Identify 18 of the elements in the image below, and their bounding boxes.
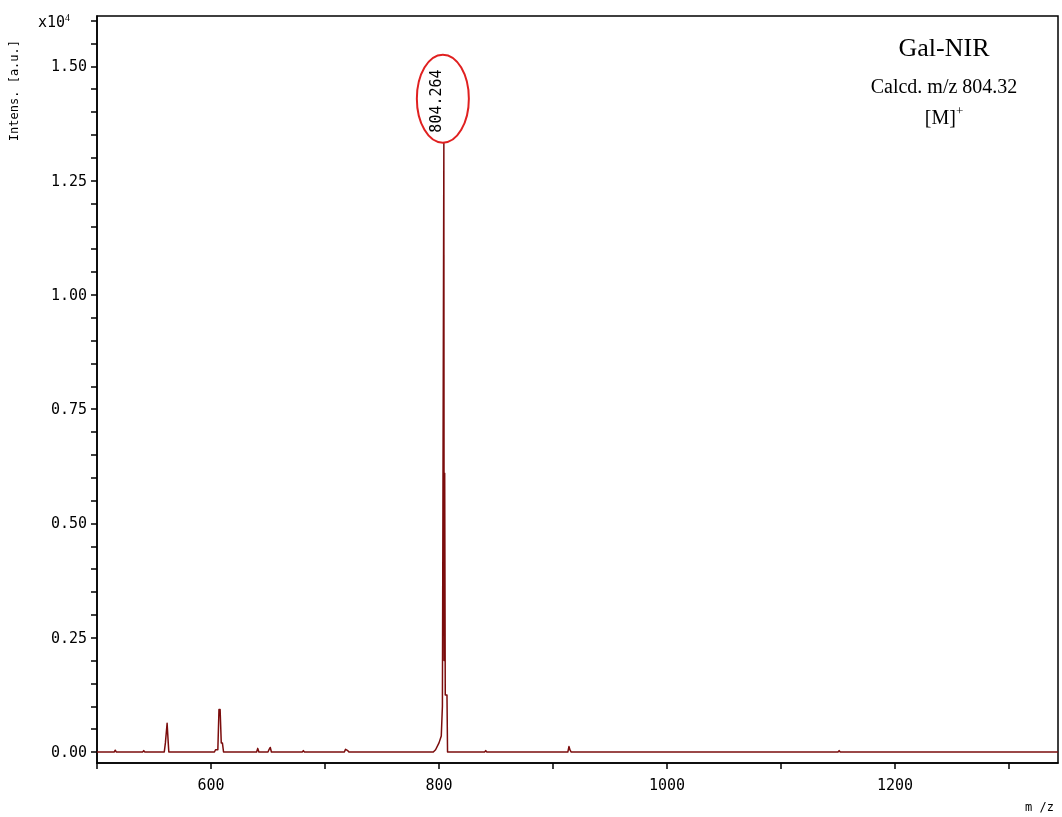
y-tick-label: 1.50 — [50, 57, 87, 76]
annotation: Calcd. m/z 804.32 — [870, 75, 1018, 97]
x-tick-label: 600 — [197, 775, 225, 794]
x-axis-title: m /z — [1025, 800, 1055, 814]
y-tick-label: 0.75 — [50, 400, 87, 419]
y-tick-label: 1.25 — [50, 171, 87, 190]
x-tick-label: 800 — [425, 775, 453, 794]
annotation: 804.264 — [426, 69, 445, 133]
y-tick-label: 1.00 — [50, 285, 87, 304]
x-tick-label: 1000 — [648, 775, 686, 794]
y-tick-label: 0.00 — [50, 743, 87, 762]
annotation: [M]+ — [924, 103, 964, 128]
line-series — [96, 141, 1059, 753]
y-tick-label: 0.50 — [50, 514, 87, 533]
y-tick-label: 0.25 — [50, 628, 87, 647]
x-tick-label: 1200 — [876, 775, 914, 794]
y-axis-title: Intens. [a.u.] — [7, 39, 21, 142]
annotation: Gal-NIR — [898, 32, 991, 62]
